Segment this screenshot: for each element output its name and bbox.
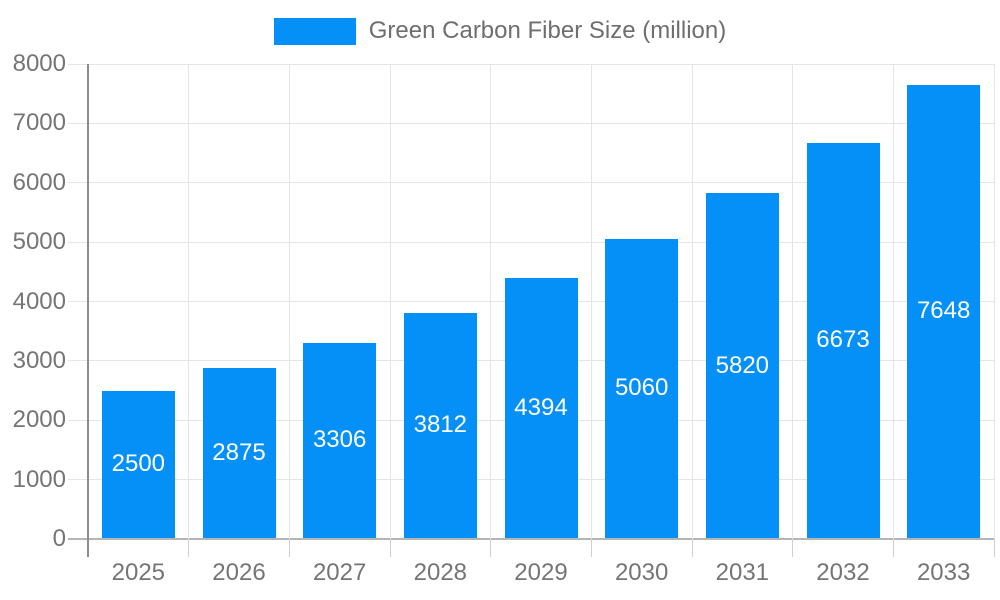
bar-2032[interactable]: 6673 — [806, 142, 880, 538]
y-axis-tick-label: 7000 — [12, 109, 66, 137]
y-axis-tick-label: 6000 — [12, 168, 66, 196]
bar-2033[interactable]: 7648 — [907, 84, 981, 538]
y-axis-tick-label: 1000 — [12, 465, 66, 493]
x-axis-label-2027: 2027 — [312, 559, 367, 586]
legend-label: Green Carbon Fiber Size (million) — [368, 17, 727, 44]
bar-value-label: 3812 — [413, 411, 468, 439]
x-axis-label-2032: 2032 — [816, 559, 870, 586]
x-axis-tick — [892, 539, 894, 557]
bar-2030[interactable]: 5060 — [605, 238, 679, 538]
gridline-x-boundary — [490, 64, 492, 539]
x-axis-tick — [288, 539, 290, 557]
x-axis-tick — [389, 539, 391, 557]
bar-2025[interactable]: 2500 — [101, 390, 175, 538]
gridline-y-6000 — [68, 182, 994, 184]
y-axis-tick-label: 2000 — [12, 406, 66, 434]
legend-swatch — [273, 17, 356, 45]
y-axis-tick-label: 3000 — [12, 346, 66, 374]
x-axis-label-2033: 2033 — [916, 559, 971, 586]
x-axis-tick — [691, 539, 693, 557]
y-axis-line — [87, 64, 89, 557]
gridline-x-boundary — [590, 64, 592, 539]
y-axis-tick-label: 4000 — [12, 287, 66, 315]
bar-2029[interactable]: 4394 — [504, 278, 578, 538]
bar-2028[interactable]: 3812 — [403, 312, 477, 538]
x-axis-tick — [188, 539, 190, 557]
bar-2027[interactable]: 3306 — [303, 342, 377, 538]
bar-value-label: 3306 — [312, 426, 367, 454]
x-axis-tick — [993, 539, 995, 557]
x-axis-tick — [792, 539, 794, 557]
x-axis-label-2025: 2025 — [111, 559, 166, 586]
y-axis-tick-label: 5000 — [12, 228, 66, 256]
gridline-x-boundary — [188, 64, 190, 539]
gridline-x-boundary — [389, 64, 391, 539]
x-axis-label-2030: 2030 — [614, 559, 669, 586]
x-axis-label-2031: 2031 — [715, 559, 770, 586]
x-axis-label-2029: 2029 — [514, 559, 568, 586]
bar-value-label: 7648 — [916, 297, 971, 325]
gridline-x-boundary — [892, 64, 894, 539]
x-axis-tick — [490, 539, 492, 557]
y-axis-tick-label: 8000 — [12, 50, 66, 77]
x-axis-label-2026: 2026 — [212, 559, 266, 586]
gridline-y-8000 — [68, 63, 994, 65]
gridline-y-7000 — [68, 122, 994, 124]
x-axis-tick — [590, 539, 592, 557]
gridline-y-5000 — [68, 241, 994, 243]
bar-value-label: 2875 — [212, 439, 266, 467]
gridline-x-boundary — [993, 64, 995, 539]
bar-2026[interactable]: 2875 — [202, 368, 276, 538]
x-axis-label-2028: 2028 — [413, 559, 468, 586]
bar-value-label: 2500 — [111, 450, 166, 478]
bar-value-label: 4394 — [514, 394, 568, 422]
bar-value-label: 5060 — [614, 374, 669, 402]
bar-2031[interactable]: 5820 — [705, 193, 779, 538]
legend-item[interactable]: Green Carbon Fiber Size (million) — [0, 17, 1000, 45]
gridline-y-0 — [68, 538, 994, 540]
gridline-x-boundary — [691, 64, 693, 539]
gridline-x-boundary — [288, 64, 290, 539]
y-axis-tick-label: 0 — [52, 525, 66, 552]
bar-value-label: 5820 — [715, 351, 770, 379]
bar-value-label: 6673 — [816, 326, 870, 354]
gridline-x-boundary — [792, 64, 794, 539]
